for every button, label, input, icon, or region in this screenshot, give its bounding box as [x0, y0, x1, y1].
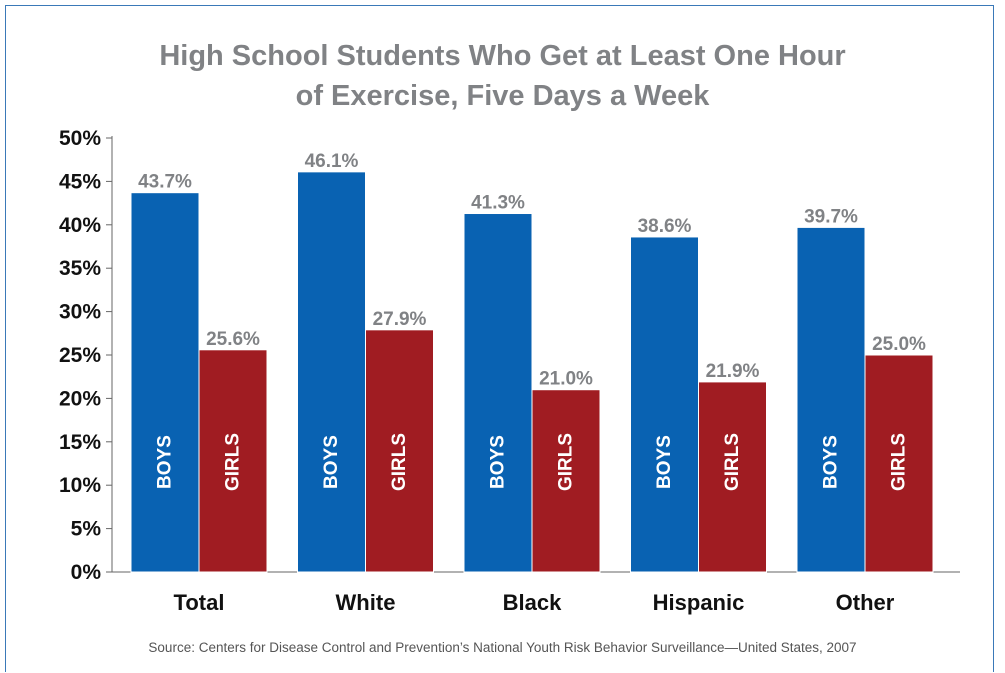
- boys-bar: [297, 171, 366, 573]
- y-tick-label: 5%: [71, 518, 102, 541]
- girls-bar-label: GIRLS: [889, 433, 910, 491]
- y-tick-label: 50%: [59, 127, 101, 150]
- y-tick-label: 35%: [59, 257, 101, 280]
- x-tick-label: Other: [836, 590, 895, 615]
- data-label: 39.7%: [804, 206, 858, 227]
- chart-frame: [5, 5, 994, 672]
- girls-bar: [698, 381, 767, 573]
- data-label: 41.3%: [471, 193, 525, 214]
- girls-bar-label: GIRLS: [722, 433, 743, 491]
- girls-bar-label: GIRLS: [389, 433, 410, 491]
- boys-bar: [630, 236, 699, 573]
- data-label: 21.9%: [706, 361, 760, 382]
- data-label: 38.6%: [638, 216, 692, 237]
- x-tick-label: White: [336, 590, 396, 615]
- chart-title-line-2: of Exercise, Five Days a Week: [295, 80, 710, 112]
- data-label: 25.6%: [206, 329, 260, 350]
- girls-bar: [198, 349, 268, 573]
- boys-bar: [796, 226, 866, 573]
- x-tick-label: Total: [174, 590, 225, 615]
- girls-bar-label: GIRLS: [556, 433, 577, 491]
- boys-bar-label: BOYS: [488, 435, 509, 489]
- x-tick-label: Hispanic: [653, 590, 745, 615]
- y-tick-label: 15%: [59, 431, 101, 454]
- girls-bar: [365, 329, 434, 573]
- data-label: 46.1%: [305, 151, 359, 172]
- y-tick-label: 25%: [59, 344, 101, 367]
- girls-bar: [531, 389, 601, 573]
- x-tick-label: Black: [503, 590, 562, 615]
- data-label: 27.9%: [373, 309, 427, 330]
- boys-bar: [130, 192, 200, 573]
- girls-bar: [864, 354, 934, 573]
- data-label: 43.7%: [138, 172, 192, 193]
- chart-title: High School Students Who Get at Least On…: [0, 36, 1005, 116]
- y-tick-label: 45%: [59, 170, 101, 193]
- data-label: 25.0%: [872, 334, 926, 355]
- boys-bar-label: BOYS: [654, 435, 675, 489]
- y-tick-label: 0%: [71, 561, 102, 584]
- y-tick-label: 40%: [59, 214, 101, 237]
- boys-bar: [463, 213, 533, 573]
- source-note: Source: Centers for Disease Control and …: [148, 640, 857, 655]
- y-tick-label: 10%: [59, 474, 101, 497]
- chart-title-line-1: High School Students Who Get at Least On…: [159, 40, 846, 72]
- data-label: 21.0%: [539, 369, 593, 390]
- y-tick-label: 30%: [59, 301, 101, 324]
- boys-bar-label: BOYS: [155, 435, 176, 489]
- boys-bar-label: BOYS: [321, 435, 342, 489]
- girls-bar-label: GIRLS: [223, 433, 244, 491]
- y-tick-label: 20%: [59, 387, 101, 410]
- boys-bar-label: BOYS: [821, 435, 842, 489]
